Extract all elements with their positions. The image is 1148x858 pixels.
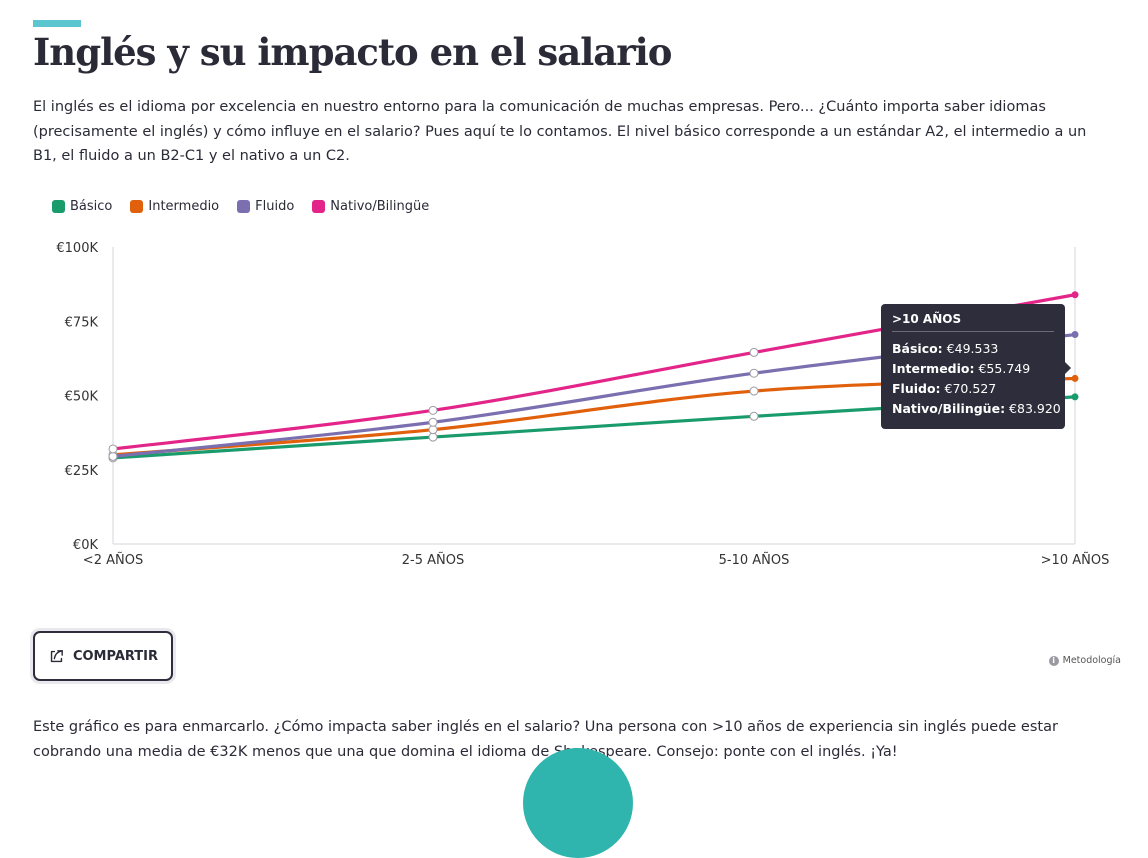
tooltip-value: €70.527 xyxy=(944,381,997,396)
legend-label-intermedio: Intermedio xyxy=(148,199,220,214)
legend-label-fluido: Fluido xyxy=(255,199,295,214)
footer-text: Este gráfico es para enmarcarlo. ¿Cómo i… xyxy=(33,719,1058,760)
y-tick-label: €75K xyxy=(65,315,99,330)
legend-swatch-basico xyxy=(52,200,65,213)
data-point xyxy=(1071,374,1079,382)
data-point xyxy=(1071,331,1079,339)
share-icon xyxy=(50,649,63,662)
y-tick-label: €0K xyxy=(73,538,99,553)
tooltip-value: €83.920 xyxy=(1009,401,1061,416)
legend-swatch-fluido xyxy=(237,200,251,213)
tooltip-row: Intermedio: €55.749 xyxy=(892,359,1054,379)
accent-bar xyxy=(33,20,81,27)
data-point xyxy=(428,417,438,427)
data-point xyxy=(428,405,438,415)
share-button[interactable]: COMPARTIR xyxy=(33,631,173,681)
legend-item-basico[interactable]: Básico xyxy=(52,199,112,214)
tooltip-row: Fluido: €70.527 xyxy=(892,379,1054,399)
y-tick-label: €25K xyxy=(65,464,99,479)
x-tick-label: >10 AÑOS xyxy=(1041,552,1110,568)
page-title: Inglés y su impacto en el salario xyxy=(33,30,672,74)
tooltip-label: Fluido: xyxy=(892,381,941,396)
y-tick-label: €100K xyxy=(56,241,98,256)
x-tick-label: <2 AÑOS xyxy=(83,552,143,568)
methodology-label: Metodología xyxy=(1062,655,1121,666)
legend-label-nativo: Nativo/Bilingüe xyxy=(330,199,430,214)
data-point xyxy=(749,347,759,357)
info-icon: i xyxy=(1048,655,1059,666)
legend-item-fluido[interactable]: Fluido xyxy=(237,199,294,214)
tooltip-title: >10 AÑOS xyxy=(892,312,1054,332)
tooltip-row: Nativo/Bilingüe: €83.920 xyxy=(892,399,1061,419)
methodology-link[interactable]: i Metodología xyxy=(1048,655,1121,666)
data-point xyxy=(749,368,759,378)
legend-label-basico: Básico xyxy=(70,199,113,214)
y-tick-label: €50K xyxy=(65,390,99,405)
tooltip-label: Nativo/Bilingüe: xyxy=(892,401,1006,416)
legend-item-intermedio[interactable]: Intermedio xyxy=(130,199,219,214)
data-point xyxy=(749,411,759,421)
data-point xyxy=(1071,291,1079,299)
intro-text: El inglés es el idioma por excelencia en… xyxy=(33,99,1087,164)
share-button-label: COMPARTIR xyxy=(72,648,159,664)
tooltip-value: €55.749 xyxy=(978,361,1031,376)
tooltip-row: Básico: €49.533 xyxy=(892,339,1054,359)
data-point xyxy=(1071,393,1079,401)
tooltip-label: Intermedio: xyxy=(892,361,975,376)
chart-tooltip: >10 AÑOS Básico: €49.533 Intermedio: €55… xyxy=(881,304,1071,429)
tooltip-label: Básico: xyxy=(892,341,943,356)
x-tick-label: 5-10 AÑOS xyxy=(719,552,790,568)
legend-swatch-intermedio xyxy=(130,200,144,213)
data-point xyxy=(428,425,438,435)
legend-swatch-nativo xyxy=(312,200,326,213)
chart-legend: Básico Intermedio Fluido Nativo/Bilingüe xyxy=(52,199,429,214)
legend-item-nativo[interactable]: Nativo/Bilingüe xyxy=(312,199,429,214)
data-point xyxy=(108,444,118,454)
data-point xyxy=(108,451,118,461)
data-point xyxy=(749,386,759,396)
teal-decorative-circle xyxy=(523,748,633,858)
data-point xyxy=(428,432,438,442)
x-tick-label: 2-5 AÑOS xyxy=(402,552,464,568)
tooltip-value: €49.533 xyxy=(946,341,999,356)
